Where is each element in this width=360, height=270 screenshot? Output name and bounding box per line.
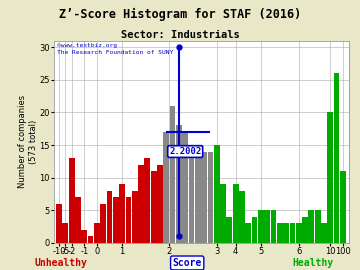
Bar: [62, 223, 68, 243]
Bar: [176, 126, 182, 243]
Bar: [170, 106, 175, 243]
Bar: [138, 165, 144, 243]
Bar: [233, 184, 239, 243]
Bar: [151, 171, 157, 243]
Bar: [163, 132, 169, 243]
Bar: [321, 223, 327, 243]
Bar: [283, 223, 289, 243]
Bar: [69, 158, 75, 243]
Text: ©www.textbiz.org
The Research Foundation of SUNY: ©www.textbiz.org The Research Foundation…: [57, 42, 173, 55]
Text: Z’-Score Histogram for STAF (2016): Z’-Score Histogram for STAF (2016): [59, 8, 301, 21]
Bar: [182, 132, 188, 243]
Bar: [239, 191, 245, 243]
Bar: [296, 223, 302, 243]
Bar: [201, 151, 207, 243]
Bar: [144, 158, 150, 243]
Bar: [315, 210, 320, 243]
Bar: [207, 151, 213, 243]
Bar: [220, 184, 226, 243]
Text: Unhealthy: Unhealthy: [35, 258, 87, 268]
Bar: [340, 171, 346, 243]
Y-axis label: Number of companies
(573 total): Number of companies (573 total): [18, 95, 38, 188]
Bar: [258, 210, 264, 243]
Bar: [157, 165, 163, 243]
Bar: [252, 217, 257, 243]
Bar: [81, 230, 87, 243]
Bar: [88, 237, 94, 243]
Bar: [132, 191, 138, 243]
Bar: [107, 191, 112, 243]
Bar: [189, 151, 194, 243]
Bar: [289, 223, 295, 243]
Bar: [113, 197, 119, 243]
Text: Healthy: Healthy: [293, 258, 334, 268]
Bar: [214, 145, 220, 243]
Bar: [302, 217, 308, 243]
Bar: [334, 73, 339, 243]
Bar: [94, 223, 100, 243]
Bar: [119, 184, 125, 243]
Bar: [327, 112, 333, 243]
Bar: [195, 151, 201, 243]
Bar: [246, 223, 251, 243]
Bar: [75, 197, 81, 243]
Bar: [226, 217, 232, 243]
Text: 2.2002: 2.2002: [169, 147, 201, 156]
Bar: [309, 210, 314, 243]
Bar: [264, 210, 270, 243]
Text: Sector: Industrials: Sector: Industrials: [121, 30, 239, 40]
Bar: [277, 223, 283, 243]
Bar: [56, 204, 62, 243]
Bar: [126, 197, 131, 243]
Bar: [271, 210, 276, 243]
Text: Score: Score: [172, 258, 202, 268]
Bar: [100, 204, 106, 243]
